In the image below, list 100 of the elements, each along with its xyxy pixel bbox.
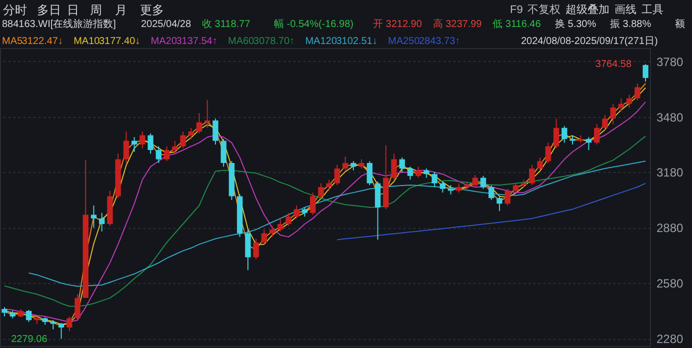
candlestick	[634, 82, 640, 101]
text: 3102.51↓	[336, 36, 378, 47]
candlestick	[350, 160, 356, 171]
text: 月	[115, 3, 127, 17]
candlestick	[50, 320, 56, 330]
candlestick	[586, 136, 592, 151]
candlestick	[391, 153, 397, 180]
candlestick	[553, 118, 560, 149]
candlestick	[164, 146, 170, 162]
candlestick	[432, 172, 438, 188]
text: 开 3212.90	[373, 19, 422, 30]
text: MA5	[2, 36, 23, 47]
candlestick	[358, 158, 364, 170]
candlestick	[504, 188, 510, 206]
text: MA60	[228, 36, 255, 47]
annotation: 3764.58	[595, 59, 632, 70]
text: MA10	[74, 36, 100, 47]
y-tick-label: 3780	[656, 54, 684, 69]
candlestick	[99, 212, 105, 232]
y-tick-label: 2880	[656, 221, 684, 236]
candlestick	[269, 225, 276, 238]
candlestick	[286, 212, 292, 226]
y-tick-label: 2580	[656, 276, 684, 291]
candlestick	[180, 131, 186, 149]
candlestick	[204, 100, 210, 128]
text: 周	[90, 3, 102, 17]
candlestick	[140, 131, 146, 149]
text: 3137.54↑	[176, 36, 218, 47]
candlestick	[172, 140, 178, 154]
y-tick-label: 3480	[656, 110, 684, 124]
candlestick	[512, 182, 519, 194]
candlestick	[156, 146, 162, 164]
candlestick	[310, 192, 316, 216]
candlestick	[342, 156, 348, 171]
text: 3078.70↑	[253, 36, 295, 47]
candlestick	[529, 164, 535, 186]
text: 分时	[3, 3, 27, 17]
candlestick	[642, 64, 648, 82]
text: MA250	[388, 36, 420, 47]
candlestick	[261, 229, 267, 245]
candlestick	[626, 94, 632, 108]
text: 2843.73↑	[419, 36, 460, 47]
candlestick	[618, 98, 624, 112]
text: 振 3.88%	[610, 18, 652, 30]
line-series	[28, 160, 646, 287]
candlestick	[131, 136, 138, 152]
candlestick	[123, 131, 130, 164]
text: 收 3118.77	[202, 19, 251, 30]
candlestick	[456, 182, 462, 194]
text: 更多	[140, 3, 164, 17]
candlestick	[220, 138, 226, 168]
candlestick	[188, 127, 194, 140]
candlestick	[562, 126, 568, 144]
candlestick	[440, 180, 446, 194]
text: 不复权	[527, 4, 560, 16]
candlestick	[570, 134, 576, 145]
candlestick	[488, 184, 494, 200]
text: 额	[675, 18, 685, 30]
line-series	[336, 182, 646, 240]
text: 低 3116.46	[492, 19, 542, 30]
candlestick	[545, 142, 551, 164]
candlestick	[196, 112, 202, 134]
annotation: 2279.06	[11, 334, 48, 345]
candlestick	[302, 206, 308, 218]
candlestick	[74, 294, 80, 320]
text: 3122.47↓	[22, 36, 63, 47]
text: 换 5.30%	[555, 18, 596, 30]
candlestick	[472, 174, 478, 188]
text: MA20	[150, 36, 178, 47]
candlestick	[602, 114, 608, 130]
candlestick	[424, 168, 430, 178]
candlestick	[537, 156, 543, 171]
candlestick	[496, 196, 502, 212]
text: 超级叠加	[565, 3, 610, 16]
text: 画线	[614, 3, 636, 16]
text: 日	[67, 3, 79, 17]
candlestick	[415, 166, 422, 178]
candlestick	[66, 316, 72, 332]
text: 3177.40↓	[99, 36, 140, 47]
text: 多日	[37, 3, 61, 17]
text: 2025/04/28	[141, 19, 192, 30]
candlestick	[90, 205, 97, 228]
candlestick	[278, 218, 284, 232]
candlestick	[610, 103, 616, 125]
candlestick	[58, 322, 64, 340]
candlestick	[480, 175, 486, 190]
text: F9	[510, 4, 523, 16]
text: 幅 -0.54%(-16.98)	[274, 18, 354, 30]
candlestick	[2, 306, 8, 317]
text: MA120	[305, 36, 338, 47]
y-tick-label: 2280	[656, 332, 684, 346]
candlestick	[334, 164, 340, 186]
text: 884163.WI[在线旅游指数]	[2, 18, 116, 30]
candlestick	[253, 238, 259, 260]
text: 2024/08/08-2025/09/17(271日)	[521, 36, 658, 47]
y-tick-label: 3180	[656, 166, 684, 180]
candlestick	[294, 205, 300, 219]
candlestick	[326, 179, 332, 192]
text: 高 3237.99	[432, 18, 482, 30]
text: 工具	[641, 4, 664, 16]
